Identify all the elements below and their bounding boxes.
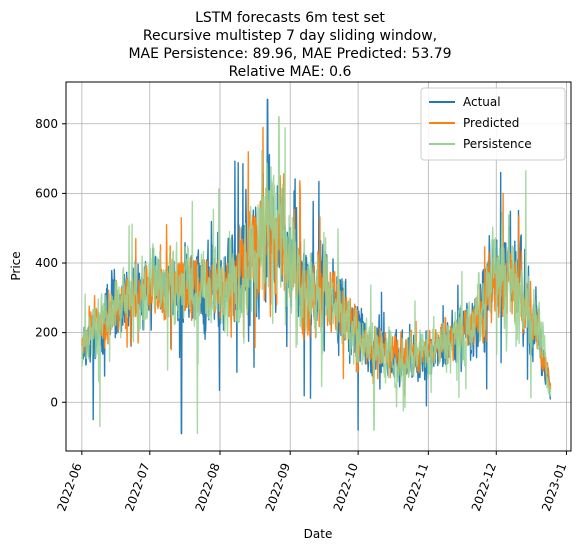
x-tick-label: 2022-08 (193, 461, 223, 513)
x-tick-label: 2022-07 (122, 461, 152, 513)
title-line-3: MAE Persistence: 89.96, MAE Predicted: 5… (128, 46, 451, 62)
y-tick-label: 400 (35, 256, 58, 270)
y-tick-label: 600 (35, 186, 58, 200)
title-line-1: LSTM forecasts 6m test set (195, 10, 385, 26)
x-tick-label: 2022-12 (469, 461, 499, 513)
series-layer (81, 98, 552, 435)
x-tick-label: 2022-06 (54, 461, 84, 513)
legend-box (420, 87, 566, 161)
title-line-2: Recursive multistep 7 day sliding window… (143, 28, 437, 44)
y-axis-label: Price (9, 251, 23, 280)
legend-label-predicted: Predicted (463, 116, 519, 130)
y-tick-label: 0 (50, 395, 58, 409)
y-tick-label: 800 (35, 117, 58, 131)
x-tick-label: 2022-10 (331, 461, 361, 513)
y-tick-label: 200 (35, 326, 58, 340)
chart-title: LSTM forecasts 6m test set Recursive mul… (128, 10, 451, 80)
legend-label-actual: Actual (463, 95, 501, 109)
title-line-4: Relative MAE: 0.6 (229, 64, 352, 80)
x-axis-label: Date (304, 527, 333, 541)
x-tick-label: 2022-11 (401, 461, 431, 513)
legend: Actual Predicted Persistence (420, 87, 566, 161)
plot-frame (65, 81, 572, 452)
x-tick-label: 2023-01 (539, 461, 569, 513)
x-tick-label: 2022-09 (263, 461, 293, 513)
legend-label-persistence: Persistence (463, 137, 532, 151)
series-line-persistence (81, 116, 552, 435)
